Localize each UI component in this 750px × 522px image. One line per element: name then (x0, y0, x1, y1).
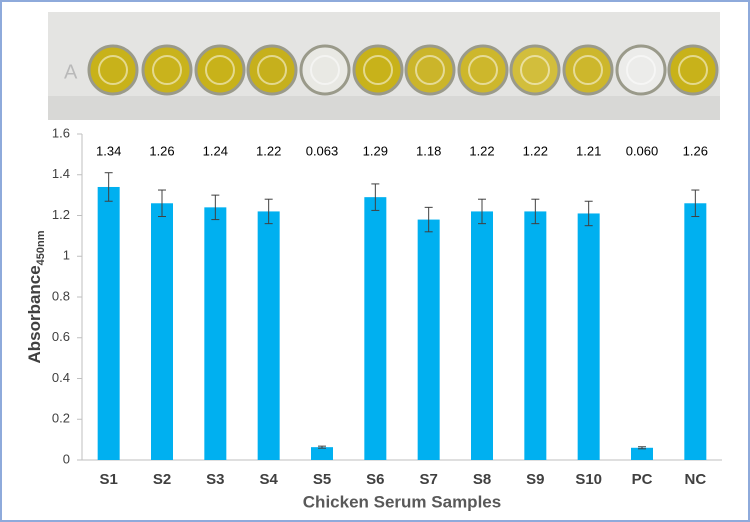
bar (311, 447, 333, 460)
x-axis-label: Chicken Serum Samples (303, 492, 501, 511)
bar (151, 203, 173, 460)
well-ring (415, 55, 445, 85)
well (404, 44, 456, 96)
value-label: 1.29 (363, 143, 388, 158)
well-ring (520, 55, 550, 85)
x-tick-label: S3 (206, 471, 224, 488)
well-ring (626, 55, 656, 85)
value-label: 1.26 (683, 143, 708, 158)
y-axis-label-main: Absorbance (25, 265, 44, 363)
photo-lower-row (48, 96, 720, 120)
bar (257, 211, 280, 460)
well-highlights (98, 55, 708, 85)
value-label: 0.060 (626, 143, 659, 158)
y-tick-label: 0.4 (52, 370, 70, 385)
y-tick-label: 0.2 (52, 411, 70, 426)
bar (97, 186, 120, 460)
x-tick-label: S10 (575, 471, 602, 488)
bar (204, 207, 227, 460)
well (141, 44, 193, 96)
plate-photo: A (48, 12, 720, 120)
well-ring (573, 55, 603, 85)
well-ring (363, 55, 393, 85)
well (509, 44, 561, 96)
y-tick-label: 1.4 (52, 166, 70, 181)
bar (364, 197, 387, 460)
value-label: 1.24 (203, 143, 228, 158)
x-tick-label: S1 (99, 471, 117, 488)
well-ring (310, 55, 340, 85)
value-label: 1.26 (149, 143, 174, 158)
plate-row-letter: A (64, 61, 78, 83)
value-label: 1.22 (256, 143, 281, 158)
x-tick-label: S7 (419, 471, 437, 488)
well-ring (152, 55, 182, 85)
wells (87, 44, 719, 96)
well-ring (98, 55, 128, 85)
value-label: 0.063 (306, 143, 339, 158)
well (562, 44, 614, 96)
well-ring (257, 55, 287, 85)
value-label: 1.22 (523, 143, 548, 158)
bar (631, 447, 653, 460)
well-ring (468, 55, 498, 85)
y-tick-label: 0.8 (52, 288, 70, 303)
y-tick-label: 0 (63, 451, 70, 466)
x-tick-label: S9 (526, 471, 544, 488)
x-tick-label: S2 (153, 471, 171, 488)
well (246, 44, 298, 96)
x-tick-label: S4 (259, 471, 278, 488)
value-label: 1.21 (576, 143, 601, 158)
well-ring (678, 55, 708, 85)
well (457, 44, 509, 96)
bar (684, 203, 707, 460)
value-label: 1.22 (469, 143, 494, 158)
y-axis-label: Absorbance450nm (25, 230, 46, 363)
bar (524, 211, 547, 460)
bar (577, 213, 600, 460)
y-axis-label-sub: 450nm (35, 230, 47, 265)
y-tick-label: 1 (63, 248, 70, 263)
x-tick-label: S6 (366, 471, 384, 488)
well (194, 44, 246, 96)
well-ring (205, 55, 235, 85)
value-label: 1.18 (416, 143, 441, 158)
y-tick-label: 1.2 (52, 207, 70, 222)
x-tick-label: S8 (473, 471, 491, 488)
well (352, 44, 404, 96)
well (615, 44, 667, 96)
y-tick-label: 1.6 (52, 125, 70, 140)
well (299, 44, 351, 96)
x-tick-label: PC (632, 471, 653, 488)
well (667, 44, 719, 96)
x-tick-label: NC (684, 471, 706, 488)
bar (471, 211, 493, 460)
x-tick-label: S5 (313, 471, 331, 488)
value-label: 1.34 (96, 143, 121, 158)
well (87, 44, 139, 96)
bar (417, 219, 440, 460)
y-tick-label: 0.6 (52, 329, 70, 344)
